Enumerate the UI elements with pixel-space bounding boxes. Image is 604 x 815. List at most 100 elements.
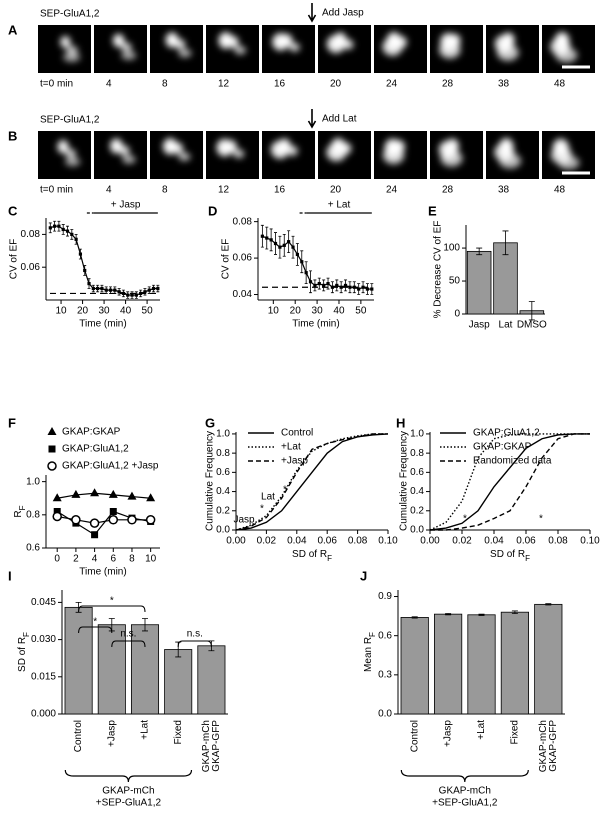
time-label: 12 (218, 185, 230, 196)
data-point (313, 283, 317, 288)
marker-triangle (127, 491, 137, 500)
data-line (50, 225, 158, 296)
spine-blob (60, 36, 71, 48)
y-axis-label: Cumulative Frequency (399, 431, 410, 531)
significance-label: n.s. (120, 629, 136, 640)
strip-annotation: Add Lat (322, 114, 357, 125)
marker-triangle (52, 493, 62, 502)
error-bar (445, 613, 452, 616)
spine-image (494, 32, 519, 61)
time-label: 8 (162, 79, 168, 90)
significance-label: n.s. (187, 629, 203, 640)
treatment-label: + Lat (328, 200, 351, 211)
marker-square (91, 531, 99, 539)
x-tick-label: 50 (142, 306, 154, 317)
time-label: 4 (106, 185, 112, 196)
legend-label: GKAP:GluA1,2 +Jasp (62, 461, 159, 472)
bar (130, 624, 160, 715)
data-point (335, 283, 339, 288)
spine-image (165, 32, 192, 58)
data-point (104, 288, 108, 292)
marker-triangle (90, 488, 100, 497)
data-point (113, 288, 117, 292)
y-tick-label: 0.0 (378, 709, 392, 720)
spine-blob (218, 32, 234, 49)
x-axis-label: Time (min) (79, 319, 126, 330)
data-point (83, 268, 87, 273)
marker-circle (145, 515, 156, 525)
image-tile (206, 131, 259, 179)
x-tick-label: +Jasp (106, 720, 117, 747)
data-point (326, 282, 330, 286)
x-tick-label: +Lat (476, 720, 487, 740)
marker-square (109, 508, 117, 515)
data-point (74, 237, 78, 241)
time-label: 28 (442, 185, 454, 196)
spine-blob (382, 37, 403, 56)
y-axis-label-part: F (368, 632, 377, 637)
y-tick-label: 0.04 (233, 289, 253, 300)
x-axis-label: SD of RF (490, 549, 530, 563)
panel-letter: D (208, 203, 217, 218)
x-tick-label: 0.10 (580, 536, 600, 547)
image-tile (150, 25, 203, 73)
time-label: 20 (330, 185, 342, 196)
legend-label: Randomized data (473, 456, 552, 467)
spine-blob (270, 140, 290, 159)
x-tick-label: 6 (110, 554, 116, 565)
image-tile (150, 131, 203, 179)
data-point (278, 245, 282, 249)
y-tick-label: 0.6 (378, 630, 392, 641)
y-tick-label: 0.015 (31, 671, 56, 682)
x-axis-label: Time (min) (292, 319, 339, 330)
bar (466, 250, 492, 315)
error-bar (545, 603, 552, 606)
spine-image (326, 138, 352, 162)
panel-letter: A (8, 22, 18, 37)
y-tick-label: 0.000 (31, 709, 56, 720)
y-tick-label: 0.2 (410, 505, 424, 516)
marker-circle (47, 461, 57, 471)
y-tick-label: 100 (443, 243, 460, 254)
spine-image (326, 32, 354, 54)
spine-blob (326, 35, 346, 54)
marker-circle (71, 515, 81, 525)
y-tick-label: 1.0 (216, 429, 230, 440)
legend-label: Control (281, 428, 313, 439)
panel-letter: B (8, 128, 17, 143)
y-tick-label: 0.06 (21, 262, 41, 273)
legend-label: +Lat (281, 442, 301, 453)
spine-image (112, 33, 137, 60)
data-line (57, 492, 151, 499)
marker-triangle (146, 493, 156, 502)
spine-blob (65, 157, 81, 167)
x-tick-label: Control (73, 720, 84, 752)
data-point (156, 286, 160, 291)
data-point (291, 245, 295, 249)
spine-blob (57, 140, 69, 154)
data-point (365, 287, 370, 291)
bar (97, 624, 126, 715)
data-point (317, 282, 321, 286)
data-point (151, 286, 156, 291)
y-axis-label: CV of EF (9, 239, 20, 280)
data-point (70, 232, 74, 236)
image-tile (38, 131, 91, 179)
x-tick-label: 0.04 (484, 536, 504, 547)
y-tick-label: 1.0 (410, 429, 424, 440)
significance-bracket (78, 626, 113, 634)
x-tick-label: GKAP-GFP (548, 720, 559, 772)
time-label: t=0 min (40, 185, 73, 196)
panel-letter: C (8, 203, 18, 218)
spine-blob (496, 44, 519, 61)
x-tick-label: 30 (99, 306, 111, 317)
y-axis-label: SD of RF (17, 632, 31, 672)
x-tick-label: Jasp (469, 320, 491, 331)
time-label: 24 (386, 185, 398, 196)
x-tick-label: Control (409, 720, 420, 752)
x-tick-label: 0.08 (548, 536, 568, 547)
data-point (260, 234, 264, 238)
data-point (126, 293, 130, 297)
spine-blob (66, 46, 78, 55)
annotation: * (463, 514, 467, 525)
